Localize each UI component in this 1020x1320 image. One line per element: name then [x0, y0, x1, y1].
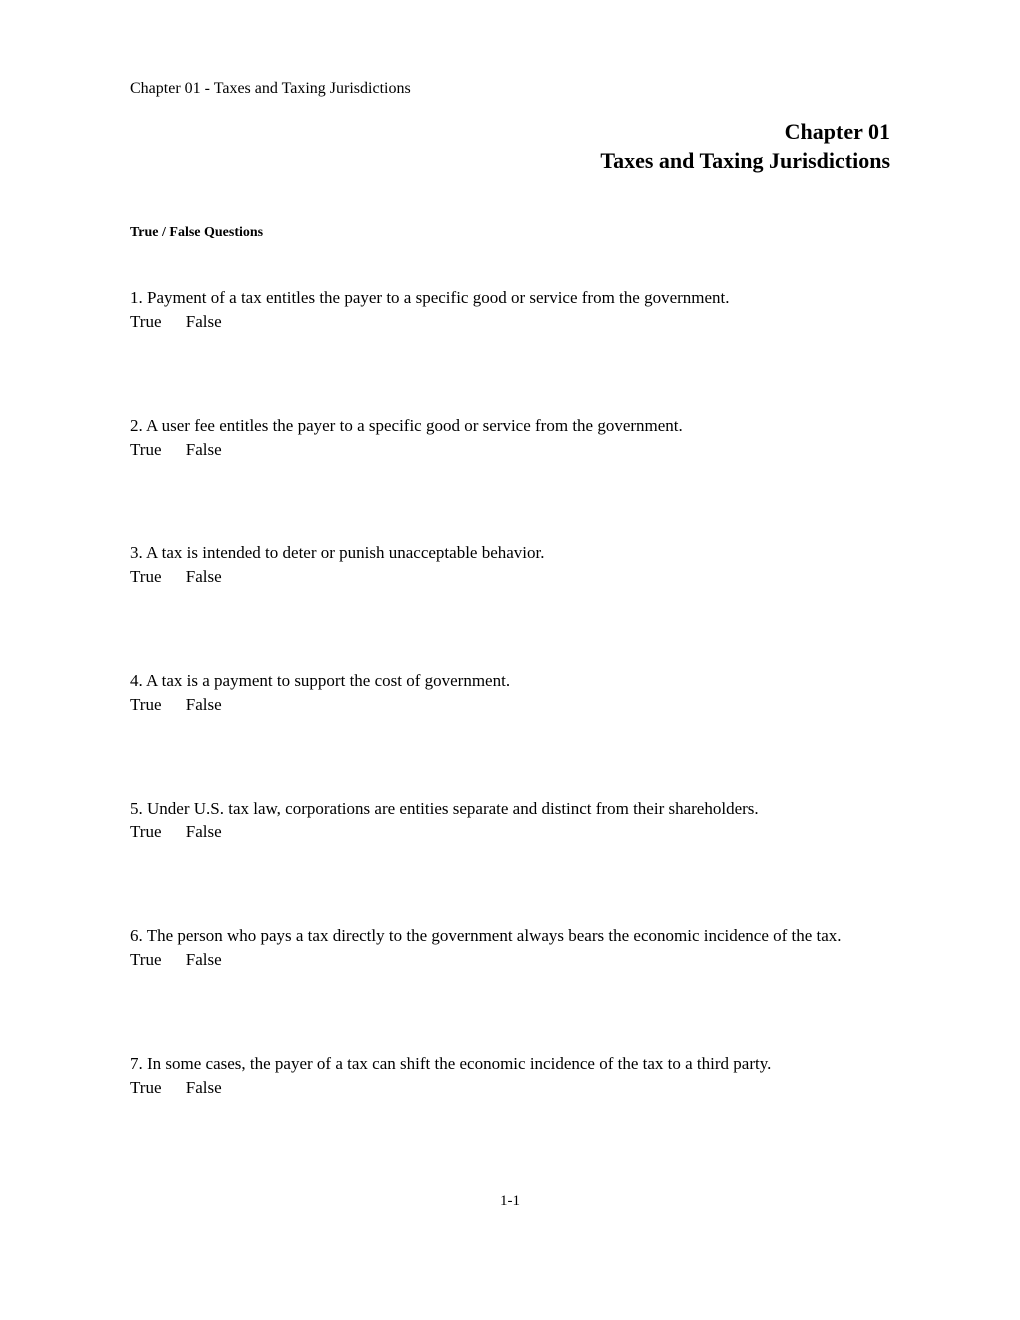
true-option[interactable]: True [130, 950, 162, 969]
question-text: 5. Under U.S. tax law, corporations are … [130, 797, 890, 821]
page-number: 1-1 [0, 1193, 1020, 1210]
question-block: 2. A user fee entitles the payer to a sp… [130, 414, 890, 462]
question-text: 7. In some cases, the payer of a tax can… [130, 1052, 890, 1076]
false-option[interactable]: False [186, 567, 222, 586]
chapter-title: Chapter 01 Taxes and Taxing Jurisdiction… [130, 118, 890, 175]
question-text: 6. The person who pays a tax directly to… [130, 924, 890, 948]
true-option[interactable]: True [130, 312, 162, 331]
chapter-header: Chapter 01 - Taxes and Taxing Jurisdicti… [130, 80, 890, 98]
answer-line: True False [130, 1076, 890, 1100]
answer-line: True False [130, 693, 890, 717]
question-block: 4. A tax is a payment to support the cos… [130, 669, 890, 717]
chapter-title-line2: Taxes and Taxing Jurisdictions [130, 147, 890, 176]
question-text: 2. A user fee entitles the payer to a sp… [130, 414, 890, 438]
section-heading: True / False Questions [130, 225, 890, 241]
question-text: 3. A tax is intended to deter or punish … [130, 541, 890, 565]
true-option[interactable]: True [130, 440, 162, 459]
false-option[interactable]: False [186, 440, 222, 459]
false-option[interactable]: False [186, 950, 222, 969]
true-option[interactable]: True [130, 567, 162, 586]
answer-line: True False [130, 948, 890, 972]
true-option[interactable]: True [130, 822, 162, 841]
true-option[interactable]: True [130, 695, 162, 714]
question-block: 3. A tax is intended to deter or punish … [130, 541, 890, 589]
answer-line: True False [130, 310, 890, 334]
answer-line: True False [130, 820, 890, 844]
answer-line: True False [130, 438, 890, 462]
question-block: 1. Payment of a tax entitles the payer t… [130, 286, 890, 334]
question-block: 5. Under U.S. tax law, corporations are … [130, 797, 890, 845]
false-option[interactable]: False [186, 1078, 222, 1097]
question-block: 6. The person who pays a tax directly to… [130, 924, 890, 972]
false-option[interactable]: False [186, 695, 222, 714]
question-text: 1. Payment of a tax entitles the payer t… [130, 286, 890, 310]
false-option[interactable]: False [186, 822, 222, 841]
question-block: 7. In some cases, the payer of a tax can… [130, 1052, 890, 1100]
answer-line: True False [130, 565, 890, 589]
false-option[interactable]: False [186, 312, 222, 331]
chapter-title-line1: Chapter 01 [130, 118, 890, 147]
true-option[interactable]: True [130, 1078, 162, 1097]
question-text: 4. A tax is a payment to support the cos… [130, 669, 890, 693]
